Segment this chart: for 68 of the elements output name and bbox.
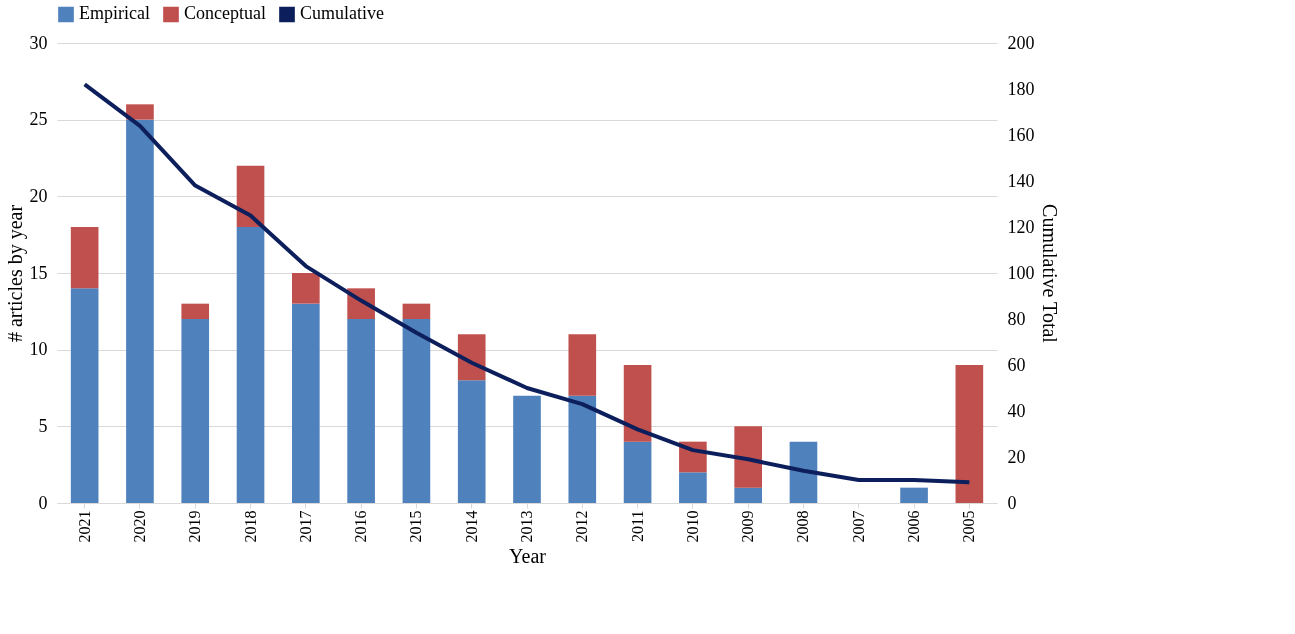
bar	[126, 119, 154, 503]
y-tick-label: 0	[38, 492, 48, 513]
x-tick-label: 2019	[186, 510, 204, 543]
x-tick-label: 2017	[296, 510, 314, 543]
bar	[623, 365, 652, 442]
y-tick-label: 10	[29, 339, 48, 360]
y2-tick-label: 0	[1007, 492, 1017, 513]
x-tick-label: 2016	[352, 510, 370, 543]
x-axis-title: Year	[509, 544, 547, 567]
y-tick-label: 15	[29, 262, 48, 283]
bar	[292, 273, 320, 304]
y2-tick-label: 60	[1007, 354, 1026, 375]
bar	[734, 426, 762, 488]
bar	[457, 334, 486, 381]
bar	[181, 303, 210, 319]
x-tick-label: 2021	[75, 510, 93, 543]
bar	[347, 319, 375, 503]
bar	[734, 487, 762, 503]
bar	[292, 303, 320, 503]
y2-tick-label: 200	[1007, 32, 1035, 53]
bar	[679, 472, 707, 503]
bar	[900, 487, 928, 503]
y-tick-label: 5	[38, 415, 48, 436]
x-tick-label: 2018	[241, 510, 259, 543]
x-tick-label: 2010	[683, 510, 701, 543]
bar	[70, 227, 99, 289]
y2-tick-label: 80	[1007, 308, 1026, 329]
y-tick-label: 20	[29, 185, 48, 206]
x-tick-label: 2020	[130, 510, 148, 543]
x-tick-label: 2007	[849, 510, 867, 543]
bar	[126, 104, 154, 120]
x-tick-label: 2006	[905, 510, 923, 543]
legend-label: Cumulative	[300, 3, 384, 24]
y2-tick-label: 120	[1007, 216, 1035, 237]
bar	[181, 319, 210, 503]
bar	[568, 395, 597, 503]
x-tick-label: 2012	[573, 510, 591, 543]
bar	[236, 165, 265, 227]
y2-tick-label: 20	[1007, 446, 1026, 467]
y2-tick-label: 100	[1007, 262, 1035, 283]
bar	[402, 319, 431, 503]
bar	[513, 395, 541, 503]
bar	[402, 303, 431, 319]
x-tick-label: 2015	[407, 510, 425, 543]
x-tick-label: 2005	[960, 510, 978, 543]
bar	[789, 441, 818, 503]
y2-axis-title: Cumulative Total	[1038, 204, 1061, 344]
legend-label: Empirical	[79, 3, 150, 24]
bar	[457, 380, 486, 503]
y-tick-label: 25	[29, 109, 48, 130]
bar	[955, 365, 984, 503]
line-series	[82, 82, 972, 485]
legend-label: Conceptual	[184, 3, 266, 24]
x-tick-label: 2008	[794, 510, 812, 543]
y-tick-label: 30	[29, 32, 48, 53]
y-axis-title: # articles by year	[3, 204, 27, 343]
bar	[236, 227, 265, 503]
x-tick-label: 2009	[739, 510, 757, 543]
bar	[70, 288, 99, 503]
x-tick-label: 2011	[628, 510, 646, 542]
bar	[623, 441, 652, 503]
bar	[568, 334, 597, 396]
y2-tick-label: 160	[1007, 124, 1035, 145]
y2-tick-label: 140	[1007, 170, 1035, 191]
x-tick-label: 2014	[462, 510, 480, 543]
y2-tick-label: 180	[1007, 78, 1035, 99]
y2-tick-label: 40	[1007, 400, 1026, 421]
x-tick-label: 2013	[518, 510, 535, 543]
